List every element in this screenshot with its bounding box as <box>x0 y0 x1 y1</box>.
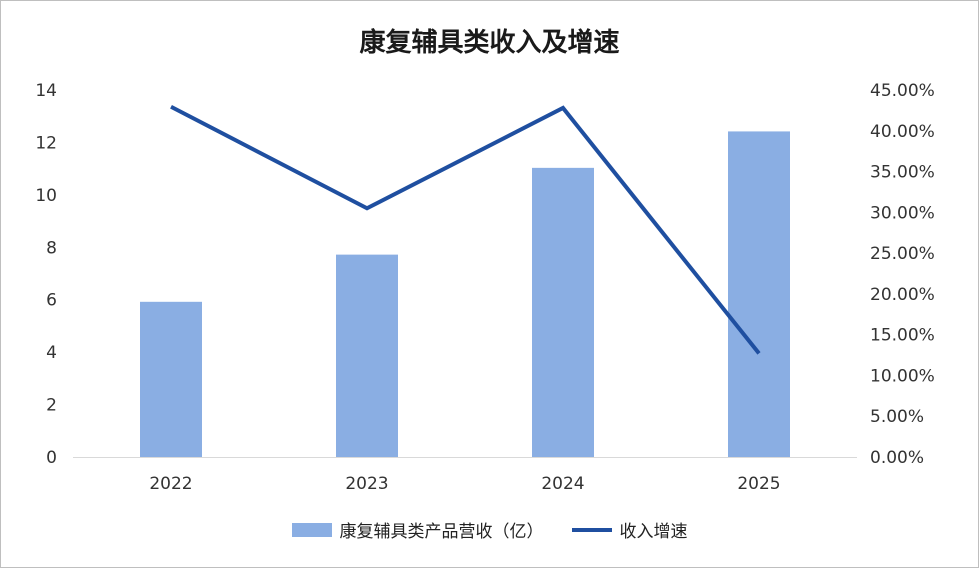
left-tick-label: 8 <box>46 238 57 258</box>
x-tick-label: 2024 <box>541 474 584 494</box>
right-tick-label: 5.00% <box>870 407 924 427</box>
legend-bar-swatch <box>291 522 332 537</box>
right-tick-label: 10.00% <box>870 366 935 386</box>
right-tick-label: 15.00% <box>870 326 935 346</box>
left-tick-label: 10 <box>35 186 57 206</box>
x-tick-label: 2022 <box>149 474 192 494</box>
growth-line <box>170 104 761 355</box>
left-tick-label: 2 <box>46 396 57 416</box>
right-tick-label: 30.00% <box>870 203 935 223</box>
bar-2022 <box>140 301 202 457</box>
right-tick-label: 20.00% <box>870 285 935 305</box>
right-tick-label: 35.00% <box>870 163 935 183</box>
bar-2024 <box>532 167 594 457</box>
left-tick-label: 12 <box>35 133 57 153</box>
bar-2025 <box>728 131 790 457</box>
legend: 康复辅具类产品营收（亿） 收入增速 <box>0 517 979 542</box>
right-tick-label: 25.00% <box>870 244 935 264</box>
left-tick-label: 4 <box>46 343 57 363</box>
legend-line-swatch <box>571 527 612 532</box>
legend-bar-label: 康复辅具类产品营收（亿） <box>339 522 544 542</box>
x-tick-label: 2023 <box>345 474 388 494</box>
left-tick-label: 14 <box>35 81 57 101</box>
right-tick-label: 0.00% <box>870 448 924 468</box>
bar-2023 <box>336 254 398 457</box>
x-tick-label: 2025 <box>737 474 780 494</box>
right-tick-label: 45.00% <box>870 81 935 101</box>
legend-line-label: 收入增速 <box>619 522 688 542</box>
right-tick-label: 40.00% <box>870 122 935 142</box>
left-tick-label: 6 <box>46 291 57 311</box>
chart-title: 康复辅具类收入及增速 <box>359 28 620 58</box>
left-tick-label: 0 <box>46 448 57 468</box>
